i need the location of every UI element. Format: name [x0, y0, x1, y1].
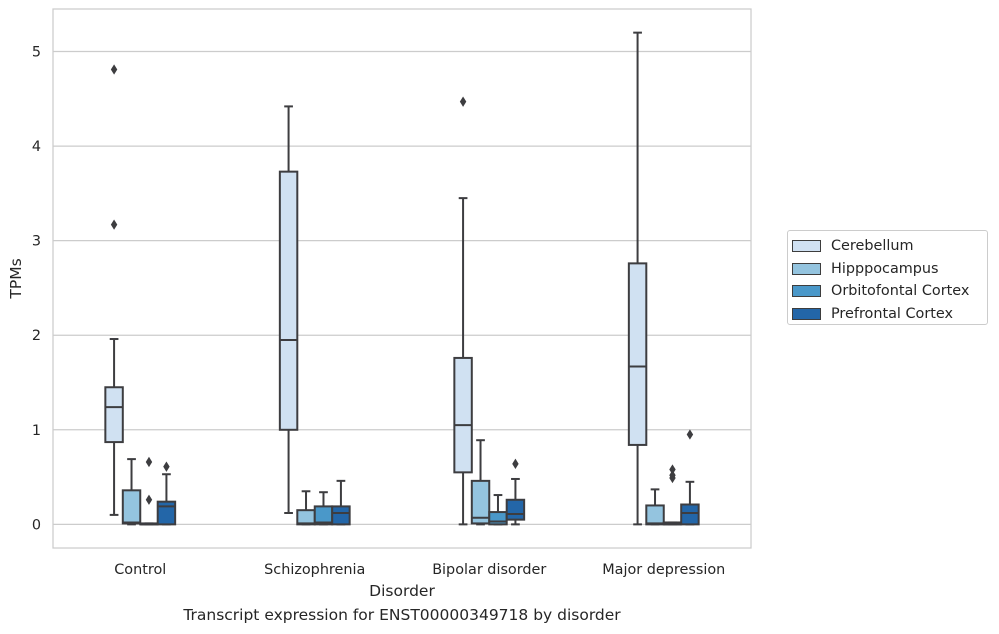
box-iqr [453, 356, 473, 474]
box-control-orbitofontal-cortex [139, 456, 159, 526]
box-control-cerebellum [104, 64, 124, 516]
outlier-point [669, 464, 676, 475]
plot-area-frame [52, 8, 752, 549]
outlier-point [145, 494, 153, 505]
box-control-prefrontal-cortex [156, 461, 177, 526]
box-bipolar-disorder-prefrontal-cortex [505, 458, 526, 526]
y-tick-label-0: 0 [32, 517, 41, 533]
box-major-depression-cerebellum [627, 31, 648, 526]
legend-swatch-prefrontal-cortex [792, 307, 821, 320]
x-axis-ticks: Control Schizophrenia Bipolar disorder Majo… [114, 562, 725, 578]
box-iqr [645, 504, 665, 526]
box-schizophrenia-cerebellum [278, 105, 299, 515]
box-iqr [278, 170, 299, 431]
x-tick-label-bipolar-disorder: Bipolar disorder [432, 562, 546, 578]
box-iqr [104, 386, 124, 444]
box-bipolar-disorder-hipppocampus [470, 439, 491, 526]
box-major-depression-hipppocampus [645, 488, 665, 526]
outlier-point [459, 96, 467, 107]
outlier-point [686, 429, 694, 440]
legend-swatch-orbitofrontal-cortex [792, 285, 821, 298]
box-bipolar-disorder-cerebellum [453, 96, 473, 526]
box-iqr [627, 262, 648, 446]
outlier-point [145, 456, 153, 468]
box-schizophrenia-prefrontal-cortex [331, 479, 351, 526]
legend-item-hippocampus: Hipppocampus [792, 258, 987, 281]
box-schizophrenia-orbitofontal-cortex [313, 491, 334, 526]
legend: Cerebellum Hipppocampus Orbitofontal Cor… [787, 230, 988, 325]
x-tick-label-major-depression: Major depression [602, 562, 725, 578]
x-tick-label-schizophrenia: Schizophrenia [264, 562, 365, 578]
legend-label: Cerebellum [831, 238, 914, 255]
legend-item-cerebellum: Cerebellum [792, 235, 987, 258]
figure-caption: Transcript expression for ENST0000034971… [183, 606, 621, 624]
x-axis-label: Disorder [369, 582, 435, 600]
box-control-hipppocampus [121, 458, 142, 526]
box-iqr [331, 505, 351, 526]
box-plot-series [104, 31, 700, 526]
legend-label: Prefrontal Cortex [831, 305, 954, 322]
outlier-point [163, 461, 170, 472]
outlier-point [512, 458, 519, 470]
box-iqr [121, 489, 142, 525]
legend-item-orbitofrontal-cortex: Orbitofontal Cortex [792, 280, 987, 303]
outlier-point [669, 470, 676, 481]
box-schizophrenia-hipppocampus [296, 490, 316, 526]
box-iqr [680, 503, 700, 526]
box-bipolar-disorder-orbitofontal-cortex [488, 494, 508, 526]
x-tick-label-control: Control [114, 562, 166, 578]
outlier-point [110, 64, 118, 75]
legend-label: Hipppocampus [831, 260, 939, 277]
legend-item-prefrontal-cortex: Prefrontal Cortex [792, 303, 987, 326]
box-major-depression-prefrontal-cortex [680, 429, 700, 526]
box-iqr [156, 500, 177, 526]
box-iqr [470, 479, 491, 525]
legend-swatch-cerebellum [792, 240, 821, 253]
y-axis-label: TPMs [7, 258, 25, 299]
y-tick-label-1: 1 [32, 423, 41, 439]
legend-label: Orbitofontal Cortex [831, 283, 970, 300]
y-tick-label-5: 5 [32, 45, 41, 61]
y-tick-label-4: 4 [32, 139, 41, 155]
y-axis-ticks: 0 1 2 3 4 5 [32, 45, 41, 534]
box-iqr [505, 498, 526, 521]
outlier-point [110, 219, 118, 230]
legend-swatch-hippocampus [792, 262, 821, 275]
y-tick-label-3: 3 [32, 234, 41, 250]
y-tick-label-2: 2 [32, 328, 41, 344]
box-major-depression-orbitofontal-cortex [662, 464, 683, 526]
box-iqr [296, 509, 316, 526]
